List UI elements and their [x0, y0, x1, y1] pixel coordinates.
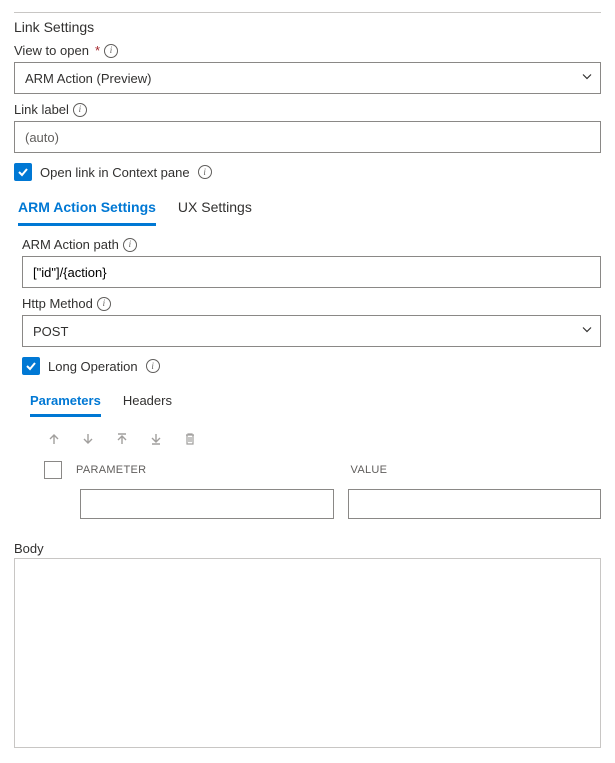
params-toolbar [46, 431, 601, 447]
move-bottom-icon[interactable] [148, 431, 164, 447]
body-textarea[interactable] [14, 558, 601, 748]
move-top-icon[interactable] [114, 431, 130, 447]
body-label: Body [14, 541, 601, 556]
info-icon[interactable]: i [97, 297, 111, 311]
delete-icon[interactable] [182, 431, 198, 447]
open-context-checkbox[interactable] [14, 163, 32, 181]
settings-tabs: ARM Action Settings UX Settings [14, 193, 601, 227]
info-icon[interactable]: i [123, 238, 137, 252]
info-icon[interactable]: i [198, 165, 212, 179]
tab-arm-action-settings[interactable]: ARM Action Settings [18, 193, 156, 226]
info-icon[interactable]: i [104, 44, 118, 58]
value-input[interactable] [348, 489, 602, 519]
tab-parameters[interactable]: Parameters [30, 389, 101, 417]
http-method-label: Http Method [22, 296, 93, 311]
move-up-icon[interactable] [46, 431, 62, 447]
link-label-label: Link label [14, 102, 69, 117]
info-icon[interactable]: i [73, 103, 87, 117]
arm-action-path-label: ARM Action path [22, 237, 119, 252]
view-to-open-value: ARM Action (Preview) [25, 71, 151, 86]
table-row [80, 489, 601, 519]
move-down-icon[interactable] [80, 431, 96, 447]
arm-action-path-input[interactable] [22, 256, 601, 288]
required-marker: * [95, 43, 100, 58]
section-title: Link Settings [14, 19, 601, 35]
long-operation-checkbox[interactable] [22, 357, 40, 375]
http-method-value: POST [33, 324, 68, 339]
link-label-input[interactable] [14, 121, 601, 153]
view-to-open-select[interactable]: ARM Action (Preview) [14, 62, 601, 94]
http-method-select[interactable]: POST [22, 315, 601, 347]
view-to-open-label: View to open [14, 43, 89, 58]
param-header-tabs: Parameters Headers [30, 389, 601, 417]
open-context-label: Open link in Context pane [40, 165, 190, 180]
long-operation-label: Long Operation [48, 359, 138, 374]
column-value: VALUE [351, 464, 602, 476]
select-all-checkbox[interactable] [44, 461, 62, 479]
tab-ux-settings[interactable]: UX Settings [178, 193, 252, 226]
tab-headers[interactable]: Headers [123, 389, 172, 417]
info-icon[interactable]: i [146, 359, 160, 373]
parameter-input[interactable] [80, 489, 334, 519]
column-parameter: PARAMETER [76, 464, 327, 476]
